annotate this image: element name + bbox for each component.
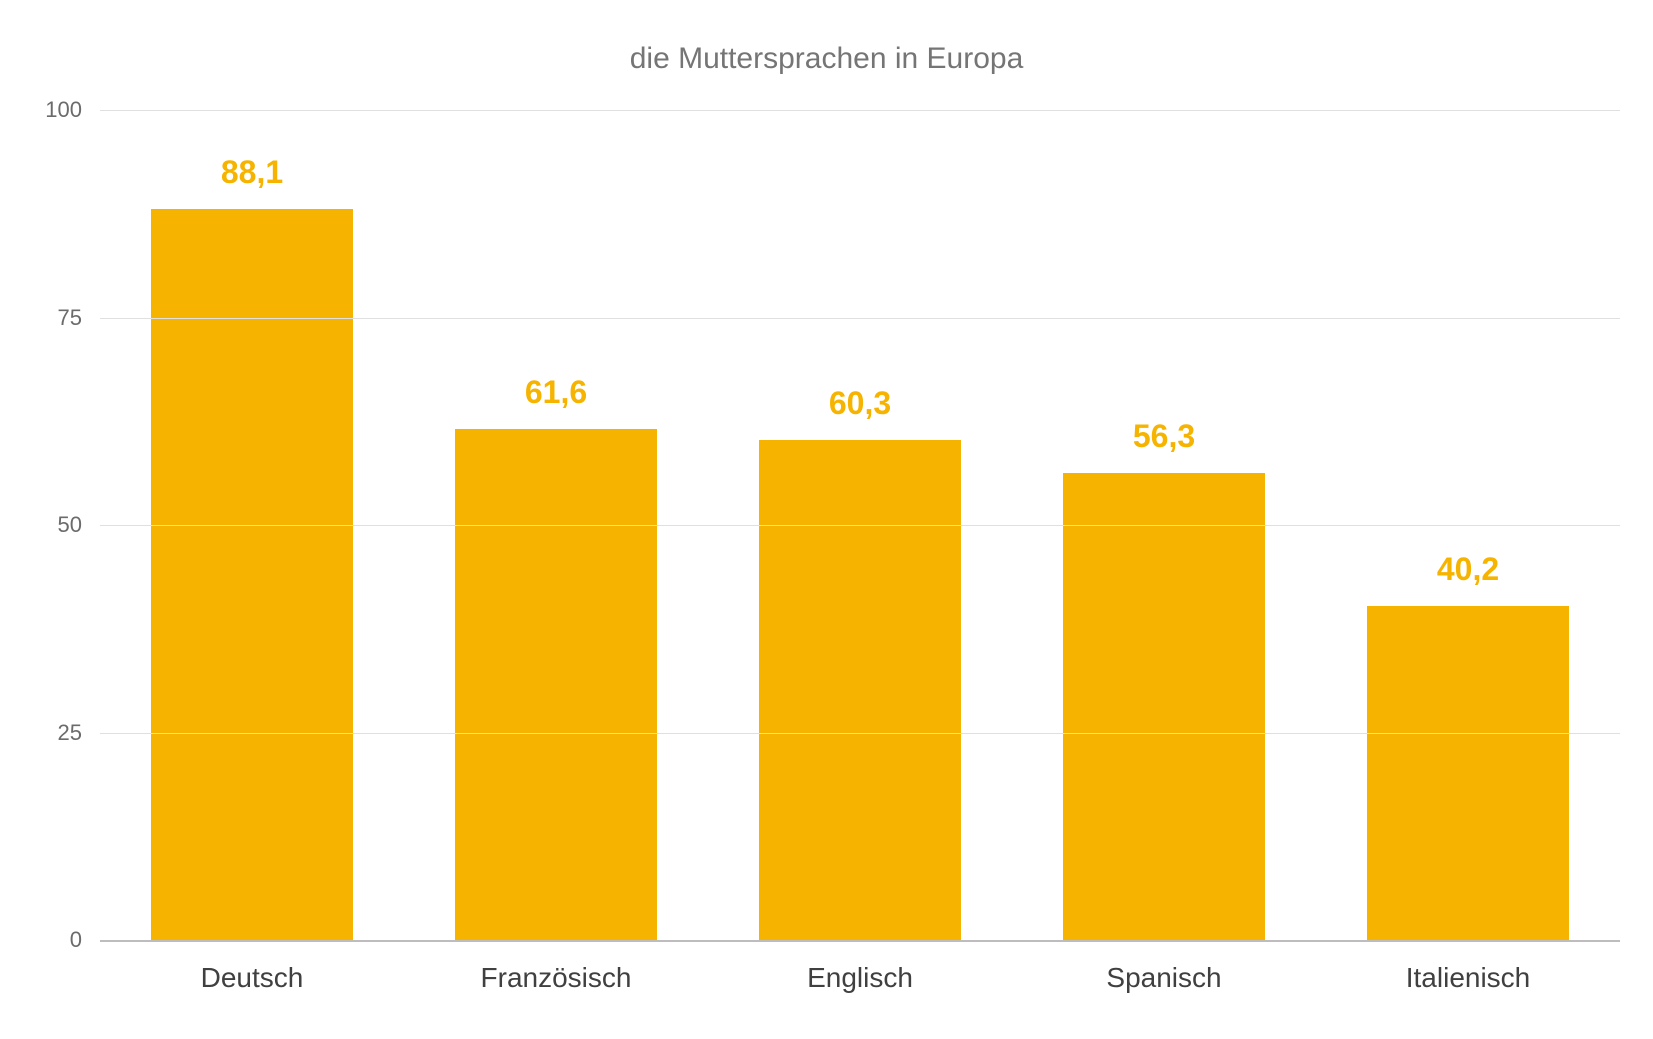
chart-bar: 40,2 <box>1367 606 1569 940</box>
y-tick-label: 0 <box>22 927 82 953</box>
chart-bar: 61,6 <box>455 429 657 940</box>
chart-bar: 56,3 <box>1063 473 1265 940</box>
x-category-label: Englisch <box>807 962 913 994</box>
y-tick-label: 25 <box>22 720 82 746</box>
chart-bar: 60,3 <box>759 440 961 940</box>
bar-value-label: 88,1 <box>221 154 283 191</box>
bar-value-label: 60,3 <box>829 385 891 422</box>
x-category-label: Französisch <box>481 962 632 994</box>
bar-value-label: 40,2 <box>1437 551 1499 588</box>
chart-gridline <box>100 733 1620 734</box>
chart-x-axis-labels: Deutsch Französisch Englisch Spanisch Italie… <box>100 950 1620 1010</box>
x-category-label: Italienisch <box>1406 962 1531 994</box>
chart-gridline <box>100 318 1620 319</box>
bar-value-label: 61,6 <box>525 374 587 411</box>
chart-gridline <box>100 525 1620 526</box>
chart-plot-area: 88,161,660,356,340,2 0255075100 <box>100 110 1620 940</box>
languages-bar-chart: die Muttersprachen in Europa 88,1 61,6 60,… <box>0 0 1653 1039</box>
y-tick-label: 100 <box>22 97 82 123</box>
x-category-label: Deutsch <box>201 962 304 994</box>
y-tick-label: 50 <box>22 512 82 538</box>
y-tick-label: 75 <box>22 305 82 331</box>
bar-value-label: 56,3 <box>1133 418 1195 455</box>
chart-title: die Muttersprachen in Europa <box>0 42 1653 76</box>
chart-baseline <box>100 940 1620 942</box>
chart-gridline <box>100 110 1620 111</box>
x-category-label: Spanisch <box>1106 962 1221 994</box>
